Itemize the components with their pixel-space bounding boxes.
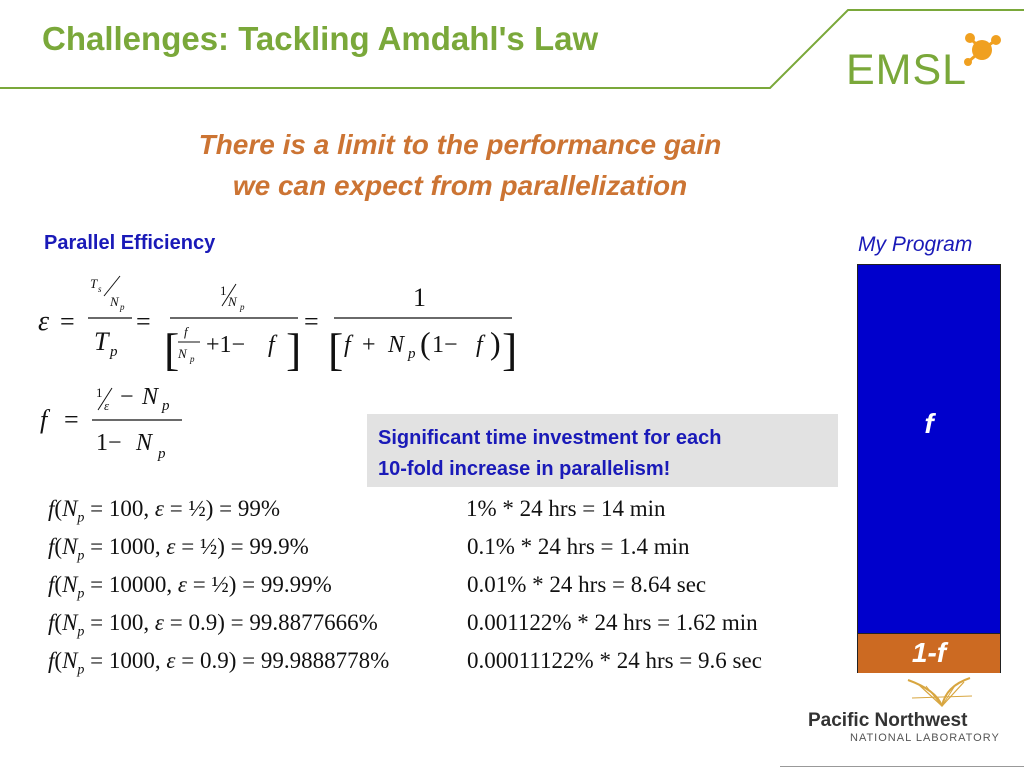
svg-text:f: f [40,405,51,434]
slide-subtitle: There is a limit to the performance gain… [120,124,800,206]
parallel-fraction-label: f [924,408,934,439]
svg-text:N: N [387,332,406,358]
svg-text:=: = [136,307,151,336]
svg-text:): ) [490,325,501,361]
emsl-logo: EMSL [846,28,1006,98]
serial-fraction-label: 1-f [911,637,947,668]
svg-text:p: p [189,354,195,364]
pnnl-mark-icon [907,677,973,707]
example-time-cost-3: 0.01% * 24 hrs = 8.64 sec [467,572,707,597]
svg-text:=: = [64,405,79,434]
pnnl-name: Pacific Northwest [808,710,968,731]
subtitle-line-2: we can expect from parallelization [232,170,688,201]
callout-box: Significant time investment for each 10-… [367,414,838,487]
svg-text:1−: 1− [96,430,122,456]
svg-text:p: p [161,398,170,414]
callout-line-1: Significant time investment for each [378,427,722,449]
serial-fraction-block: 1-f [858,633,1000,673]
example-time-cost-1: 1% * 24 hrs = 14 min [466,496,666,521]
svg-text:−: − [120,384,134,410]
svg-text:]: ] [502,324,517,375]
molecule-icon [964,33,1001,66]
parallel-efficiency-label: Parallel Efficiency [44,232,216,254]
svg-text:N: N [109,294,120,309]
efficiency-formulas: ε = T s N p T p = 1 N p [ f N p +1− f ] … [38,275,517,462]
svg-text:1: 1 [220,283,227,298]
pnnl-logo: Pacific Northwest NATIONAL LABORATORY [808,676,1008,746]
my-program-label: My Program [858,233,973,256]
svg-text:=: = [60,307,75,336]
svg-text:+: + [362,332,376,358]
emsl-logo-text: EMSL [846,46,968,94]
example-time-cost-4: 0.001122% * 24 hrs = 1.62 min [467,610,758,635]
example-formula-4: f(Np = 100, ε = 0.9) = 99.8877666% [48,610,378,640]
svg-text:N: N [141,384,160,410]
example-formula-3: f(Np = 10000, ε = ½) = 99.99% [48,572,332,602]
pnnl-subname: NATIONAL LABORATORY [850,732,1000,744]
svg-text:p: p [109,344,118,360]
subtitle-line-1: There is a limit to the performance gain [198,129,722,160]
svg-text:N: N [177,346,188,361]
slide-title: Challenges: Tackling Amdahl's Law [42,20,599,57]
svg-text:1: 1 [413,283,426,312]
svg-text:N: N [227,294,238,309]
svg-text:p: p [119,302,125,312]
svg-text:f: f [268,332,278,358]
svg-text:f: f [184,324,190,339]
svg-text:f: f [476,332,486,358]
example-formula-5: f(Np = 1000, ε = 0.9) = 99.9888778% [48,648,390,678]
svg-text:1−: 1− [432,332,458,358]
parallel-fraction-block: f [858,265,1000,633]
example-formula-2: f(Np = 1000, ε = ½) = 99.9% [48,534,309,564]
example-time-cost-2: 0.1% * 24 hrs = 1.4 min [467,534,690,559]
svg-text:ε: ε [38,306,49,337]
svg-text:[: [ [328,324,343,375]
callout-line-2: 10-fold increase in parallelism! [378,458,671,480]
svg-text:1: 1 [96,385,103,400]
svg-text:f: f [344,332,354,358]
svg-text:T: T [90,276,98,291]
svg-text:p: p [157,446,166,462]
svg-text:N: N [135,430,154,456]
footer-rule [780,766,1024,767]
svg-text:T: T [94,327,110,356]
svg-text:=: = [304,307,319,336]
header-rule [0,9,1024,89]
svg-text:[: [ [164,324,179,375]
svg-text:p: p [407,346,416,362]
svg-text:(: ( [420,325,431,361]
svg-text:s: s [98,284,102,294]
svg-text:]: ] [286,324,301,375]
svg-text:p: p [239,302,245,312]
program-bar: f 1-f [857,264,1001,673]
svg-text:ε: ε [104,398,110,413]
example-time-cost-5: 0.00011122% * 24 hrs = 9.6 sec [467,648,762,673]
svg-text:+1−: +1− [206,332,245,358]
example-formula-1: f(Np = 100, ε = ½) = 99% [48,496,281,526]
